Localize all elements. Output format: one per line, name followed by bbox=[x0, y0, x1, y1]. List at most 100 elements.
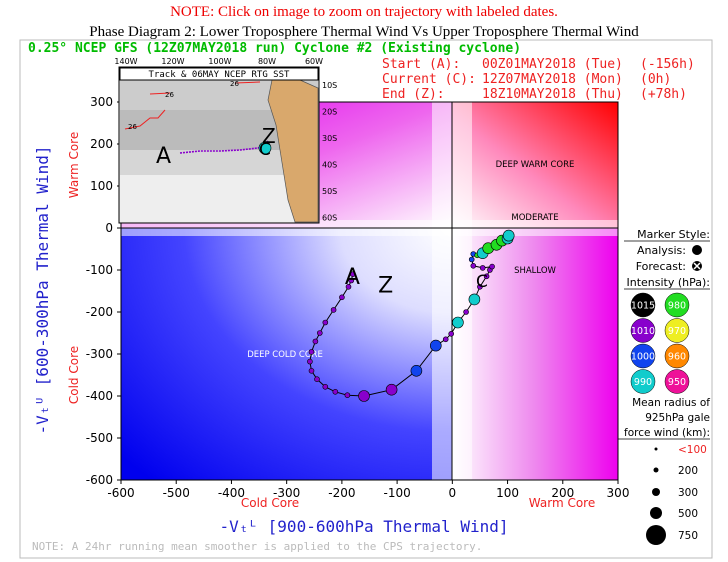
label-deep-cold-core: DEEP COLD CORE bbox=[247, 350, 323, 360]
intensity-swatch bbox=[630, 369, 656, 394]
trajectory-point[interactable] bbox=[470, 262, 477, 269]
time-value: 00Z01MAY2018 (Tue) bbox=[482, 57, 623, 72]
x-tick-label: -400 bbox=[218, 486, 245, 500]
time-label: End (Z): bbox=[382, 87, 445, 102]
trajectory-point[interactable] bbox=[307, 358, 313, 365]
y-tick-label: -200 bbox=[86, 305, 113, 319]
x-tick-label: 100 bbox=[496, 486, 519, 500]
trajectory-point[interactable] bbox=[312, 338, 319, 345]
trajectory-point[interactable] bbox=[502, 229, 515, 242]
inset-map[interactable]: 26 26 26 A C Z Track & 06MAY NCEP RTG SS… bbox=[114, 57, 337, 224]
radius-swatch bbox=[653, 467, 659, 473]
trajectory-point[interactable] bbox=[322, 319, 329, 326]
legend-intensity-title: Intensity (hPa): bbox=[626, 276, 710, 289]
intensity-value: 970 bbox=[668, 326, 686, 337]
legend-forecast-label: Forecast: bbox=[636, 260, 686, 273]
x-axis-label: -Vₜᴸ [900-600hPa Thermal Wind] bbox=[220, 517, 509, 536]
footnote: NOTE: A 24hr running mean smoother is ap… bbox=[32, 540, 482, 553]
intensity-swatch bbox=[630, 318, 656, 343]
page-title: Phase Diagram 2: Lower Troposphere Therm… bbox=[89, 24, 639, 40]
zoom-note[interactable]: NOTE: Click on image to zoom on trajecto… bbox=[170, 4, 558, 20]
radius-swatch bbox=[650, 507, 662, 519]
trajectory-point[interactable] bbox=[468, 256, 475, 263]
y-axis-ticks: -600 -500 -400 -300 -200 -100 0 100 200 300 bbox=[86, 95, 121, 487]
time-offset: (0h) bbox=[640, 72, 671, 87]
trajectory-point[interactable] bbox=[429, 339, 442, 352]
intensity-value: 1010 bbox=[631, 326, 655, 337]
legend-marker-style-title: Marker Style: bbox=[637, 228, 710, 241]
x-tick-label: 300 bbox=[607, 486, 630, 500]
trajectory-point[interactable] bbox=[330, 307, 337, 313]
time-value: 12Z07MAY2018 (Mon) bbox=[482, 72, 623, 87]
trajectory-point[interactable] bbox=[448, 330, 455, 337]
trajectory-point[interactable] bbox=[350, 271, 356, 278]
intensity-value: 980 bbox=[668, 301, 686, 312]
inset-lat-label: 50S bbox=[322, 187, 337, 196]
y-warm-core-label: Warm Core bbox=[67, 132, 81, 198]
x-warm-core-label: Warm Core bbox=[529, 496, 595, 510]
trajectory-point[interactable] bbox=[410, 364, 423, 377]
trajectory-point[interactable] bbox=[479, 265, 486, 271]
inset-contour-26-mid bbox=[149, 92, 171, 95]
inset-lon-label: 140W bbox=[114, 57, 137, 66]
trajectory-point[interactable] bbox=[489, 263, 495, 270]
trajectory-point[interactable] bbox=[345, 283, 352, 290]
trajectory-point[interactable] bbox=[385, 383, 398, 396]
trajectory-point[interactable] bbox=[308, 367, 315, 374]
inset-lat-label: 60S bbox=[322, 214, 337, 223]
trajectory-point[interactable] bbox=[452, 316, 464, 329]
radius-swatch bbox=[654, 447, 658, 451]
inset-title: Track & 06MAY NCEP RTG SST bbox=[149, 70, 290, 80]
trajectory-point[interactable] bbox=[322, 383, 329, 390]
trajectory-start-label: A bbox=[345, 265, 360, 290]
intensity-swatch bbox=[664, 343, 690, 369]
x-cold-core-label: Cold Core bbox=[241, 496, 299, 510]
trajectory-point[interactable] bbox=[339, 294, 345, 301]
trajectory-point[interactable] bbox=[344, 392, 351, 399]
trajectory-point[interactable] bbox=[442, 336, 449, 343]
legend-analysis-label: Analysis: bbox=[637, 244, 686, 257]
inset-land bbox=[267, 79, 319, 223]
x-tick-label: -200 bbox=[328, 486, 355, 500]
run-title: 0.25° NCEP GFS (12Z07MAY2018 run) Cyclon… bbox=[28, 41, 521, 56]
radius-label: 200 bbox=[678, 465, 698, 477]
trajectory-point[interactable] bbox=[316, 330, 323, 336]
legend-radius-sizes: <100 200 300 500 750 bbox=[646, 444, 707, 545]
inset-lon-label: 100W bbox=[208, 57, 231, 66]
trajectory-point[interactable] bbox=[463, 309, 469, 315]
legend-radius-title-2: 925hPa gale bbox=[645, 412, 710, 424]
radius-label: 750 bbox=[678, 530, 698, 542]
trajectory-point[interactable] bbox=[483, 273, 490, 280]
inset-contour-label-3: 26 bbox=[230, 80, 239, 88]
trajectory-point[interactable] bbox=[308, 349, 315, 355]
intensity-value: 960 bbox=[668, 352, 686, 363]
inset-contour-label-2: 26 bbox=[165, 91, 174, 99]
inset-lon-label: 60W bbox=[305, 57, 323, 66]
x-tick-label: -500 bbox=[163, 486, 190, 500]
y-tick-label: -600 bbox=[86, 473, 113, 487]
legend-intensity-swatches: 1015 980 1010 970 1000 960 990 950 bbox=[630, 292, 690, 394]
inset-contour-label-1: 26 bbox=[128, 123, 137, 131]
trajectory[interactable] bbox=[307, 229, 515, 402]
trajectory-point[interactable] bbox=[477, 283, 483, 290]
y-cold-core-label: Cold Core bbox=[67, 346, 81, 404]
inset-contour-26-west bbox=[124, 109, 166, 130]
legend: Marker Style: Analysis: Forecast: Intens… bbox=[618, 228, 710, 545]
y-tick-label: -400 bbox=[86, 389, 113, 403]
inset-lon-label: 120W bbox=[161, 57, 184, 66]
inset-current-position bbox=[258, 141, 272, 155]
legend-forecast-cross bbox=[693, 262, 701, 270]
trajectory-current-marker: C bbox=[476, 272, 488, 292]
legend-radius-title-1: Mean radius of bbox=[632, 397, 710, 409]
radius-label: <100 bbox=[678, 444, 707, 456]
trajectory-point[interactable] bbox=[348, 277, 355, 284]
inset-lat-label: 10S bbox=[322, 81, 337, 90]
legend-radius-title-3: force wind (km): bbox=[624, 427, 710, 439]
trajectory-point[interactable] bbox=[468, 293, 481, 306]
trajectory-point[interactable] bbox=[358, 390, 370, 402]
trajectory-point[interactable] bbox=[314, 376, 320, 383]
inset-lon-labels: 140W 120W 100W 80W 60W bbox=[114, 57, 323, 66]
label-moderate: MODERATE bbox=[511, 213, 558, 223]
trajectory-point[interactable] bbox=[332, 388, 339, 395]
